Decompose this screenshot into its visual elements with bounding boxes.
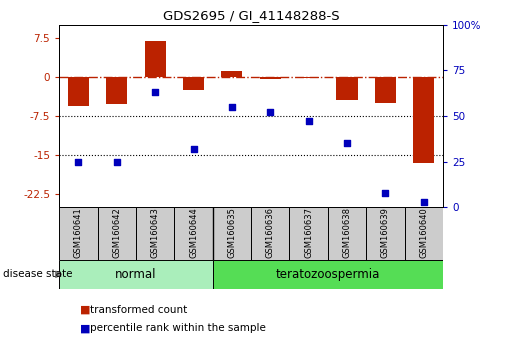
Text: GSM160638: GSM160638 — [342, 207, 351, 258]
Title: GDS2695 / GI_41148288-S: GDS2695 / GI_41148288-S — [163, 9, 339, 22]
Text: GSM160635: GSM160635 — [228, 207, 236, 258]
Bar — [328, 207, 366, 260]
Point — [190, 146, 198, 152]
Text: percentile rank within the sample: percentile rank within the sample — [90, 323, 266, 333]
Text: normal: normal — [115, 268, 157, 281]
Bar — [145, 41, 166, 77]
Bar — [413, 77, 434, 163]
Point — [151, 90, 159, 95]
Point — [228, 104, 236, 110]
Point — [74, 159, 82, 164]
Text: GSM160640: GSM160640 — [419, 207, 428, 258]
Text: ■: ■ — [80, 305, 90, 315]
Bar — [375, 77, 396, 103]
Text: GSM160643: GSM160643 — [151, 207, 160, 258]
Bar — [213, 260, 443, 289]
Point — [266, 109, 274, 115]
Bar — [251, 207, 289, 260]
Point — [304, 119, 313, 124]
Bar — [404, 207, 443, 260]
Text: ■: ■ — [80, 323, 90, 333]
Bar — [98, 207, 136, 260]
Bar — [336, 77, 357, 100]
Point — [343, 141, 351, 146]
Text: disease state: disease state — [3, 269, 72, 279]
Point — [113, 159, 121, 164]
Text: teratozoospermia: teratozoospermia — [276, 268, 380, 281]
Bar — [59, 207, 98, 260]
Text: GSM160642: GSM160642 — [112, 207, 121, 258]
Text: transformed count: transformed count — [90, 305, 187, 315]
Bar — [183, 77, 204, 90]
Bar — [136, 207, 174, 260]
Bar — [289, 207, 328, 260]
Bar — [213, 207, 251, 260]
Text: GSM160636: GSM160636 — [266, 207, 274, 258]
Bar — [68, 77, 89, 105]
Text: GSM160641: GSM160641 — [74, 207, 83, 258]
Bar — [366, 207, 405, 260]
Bar — [174, 207, 213, 260]
Point — [381, 190, 389, 195]
Text: GSM160639: GSM160639 — [381, 207, 390, 258]
Bar — [298, 77, 319, 79]
Text: GSM160637: GSM160637 — [304, 207, 313, 258]
Bar — [106, 77, 127, 104]
Bar — [59, 260, 213, 289]
Text: GSM160644: GSM160644 — [189, 207, 198, 258]
Bar — [221, 70, 243, 77]
Bar — [260, 77, 281, 80]
Point — [420, 199, 428, 205]
